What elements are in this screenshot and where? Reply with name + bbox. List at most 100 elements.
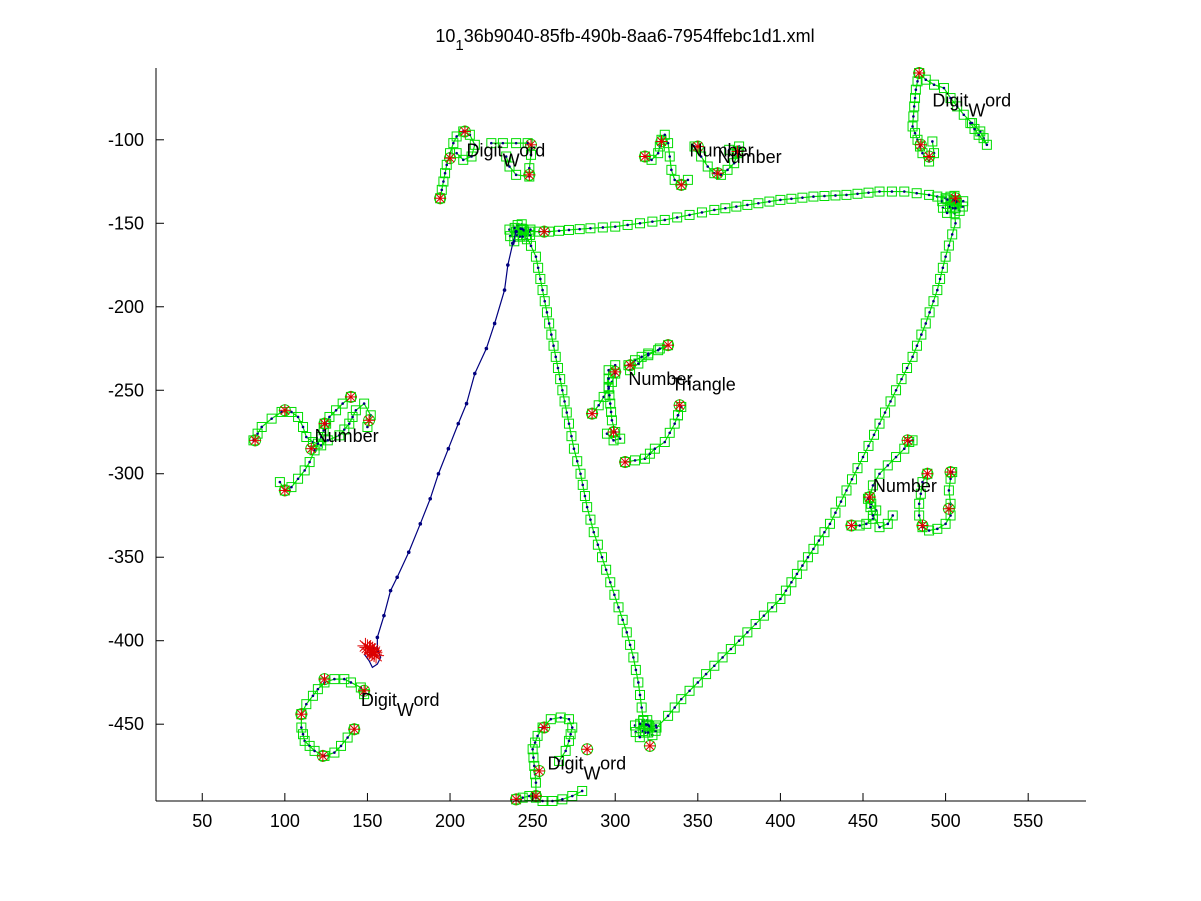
square-marker (863, 440, 874, 451)
square-marker (546, 329, 557, 340)
square-marker (592, 539, 603, 550)
point-marker (521, 796, 525, 799)
point-marker (570, 794, 574, 798)
point-marker (915, 191, 918, 195)
annotation-rest: ord (414, 690, 440, 710)
point-marker (757, 201, 760, 205)
square-marker (692, 677, 703, 688)
point-marker (914, 88, 918, 92)
annotation-main: Digit (547, 753, 583, 773)
square-marker (530, 251, 541, 262)
point-marker (640, 706, 643, 709)
point-marker (343, 428, 346, 431)
annotation-label: DigitWord (932, 90, 1011, 120)
annotation-label: Number (718, 147, 782, 167)
point-marker (455, 151, 458, 155)
star-ray (950, 193, 961, 203)
square-marker (448, 138, 459, 149)
point-marker (878, 422, 881, 425)
square-marker (672, 212, 683, 223)
point-marker (890, 190, 894, 193)
square-marker (299, 465, 310, 476)
square-marker (504, 161, 515, 172)
square-marker (256, 421, 267, 432)
annotation-label: Number (873, 476, 937, 496)
point-marker (790, 197, 793, 201)
point-marker (663, 440, 667, 444)
square-marker (899, 186, 910, 197)
square-marker (347, 411, 358, 422)
star-ray (306, 444, 316, 454)
point-marker (949, 96, 952, 100)
square-marker (466, 151, 477, 162)
point-marker (889, 400, 892, 403)
point-marker (656, 151, 660, 155)
point-marker (784, 589, 788, 592)
glyph-stroke-5 (914, 68, 992, 150)
star-ray (349, 724, 359, 734)
point-marker (260, 425, 264, 429)
point-marker (655, 726, 658, 729)
square-marker (641, 719, 652, 730)
triangle-side-3 (511, 226, 650, 738)
square-marker (937, 262, 948, 273)
point-marker (666, 714, 670, 718)
square-marker (559, 396, 570, 407)
square-marker (604, 390, 615, 401)
point-marker (556, 366, 560, 370)
point-marker (607, 385, 610, 389)
point-marker (638, 735, 642, 739)
square-marker (852, 188, 863, 199)
point-marker (670, 168, 673, 172)
square-marker (696, 151, 707, 162)
square-marker (438, 176, 449, 187)
square-marker (605, 577, 616, 588)
square-marker (563, 714, 574, 725)
point-marker (557, 759, 561, 763)
square-marker (886, 186, 897, 197)
star-ray (645, 741, 655, 751)
blue-point (382, 613, 386, 618)
point-marker (886, 464, 890, 467)
point-marker (637, 681, 640, 684)
point-marker (301, 425, 305, 429)
square-marker (910, 128, 921, 139)
square-marker (824, 518, 835, 529)
square-marker (606, 406, 617, 417)
square-marker (975, 126, 986, 137)
point-marker (608, 402, 612, 405)
blue-point (428, 496, 433, 501)
square-marker (669, 702, 680, 713)
square-marker (753, 198, 764, 209)
point-marker (638, 221, 642, 225)
point-marker (346, 736, 349, 739)
point-marker (543, 299, 547, 303)
square-marker (920, 74, 931, 85)
square-marker (537, 285, 548, 296)
point-marker (609, 410, 613, 414)
annotation-main: Digit (467, 140, 503, 160)
point-marker (617, 606, 620, 609)
square-marker (312, 684, 323, 695)
square-marker (653, 148, 664, 159)
square-marker (835, 496, 846, 507)
square-marker (907, 121, 918, 132)
blue-point (502, 288, 507, 292)
star-ray (435, 193, 445, 203)
square-marker (912, 76, 923, 87)
square-marker (575, 468, 586, 479)
point-marker (638, 693, 642, 697)
chart-title-sub: 1 (455, 37, 463, 54)
star-ray (608, 427, 619, 437)
square-marker (649, 443, 660, 454)
point-marker (601, 226, 605, 229)
point-marker (633, 459, 637, 462)
point-marker (867, 444, 870, 448)
square-marker (316, 432, 327, 443)
x-tick-label: 500 (931, 811, 961, 831)
square-marker (451, 131, 462, 142)
point-marker (580, 789, 584, 793)
point-marker (721, 656, 724, 659)
